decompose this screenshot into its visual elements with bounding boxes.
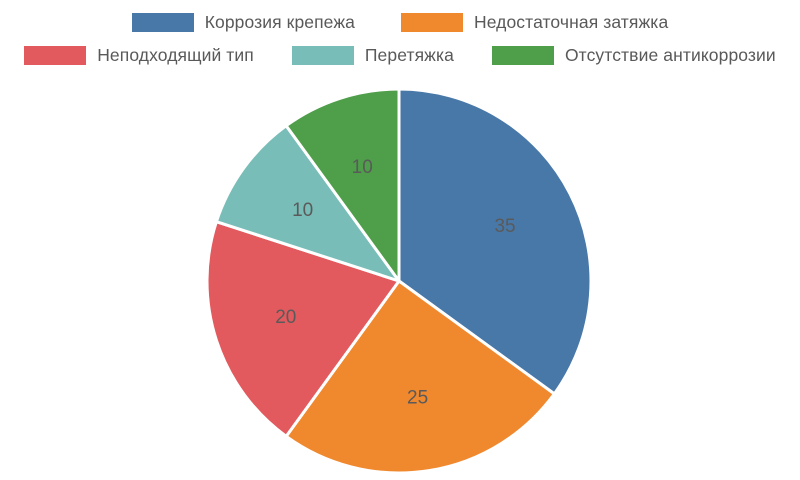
legend-swatch-icon <box>291 45 354 65</box>
pie-slice[interactable] <box>205 220 401 438</box>
pie-slice-value-label: 10 <box>292 200 313 221</box>
pie-slice-value-label: 20 <box>275 307 296 328</box>
legend-row-1: Коррозия крепежа Недостаточная затяжка <box>0 6 800 38</box>
legend-item-nedostatochnaya-zatyazhka[interactable]: Недостаточная затяжка <box>400 11 669 32</box>
legend-item-nepodhodyashchiy-tip[interactable]: Неподходящий тип <box>24 44 254 65</box>
pie-slices-group <box>205 87 593 475</box>
chart-legend: Коррозия крепежа Недостаточная затяжка Н… <box>0 6 800 72</box>
pie-slice[interactable] <box>397 87 593 396</box>
legend-swatch-icon <box>24 45 87 65</box>
pie-slice-value-label: 25 <box>407 388 428 409</box>
legend-item-otsutstvie-antikorrozii[interactable]: Отсутствие антикоррозии <box>491 44 776 65</box>
legend-swatch-icon <box>131 12 194 32</box>
legend-item-label: Отсутствие антикоррозии <box>564 44 776 65</box>
pie-slice-value-label: 35 <box>494 216 515 237</box>
legend-item-label: Недостаточная затяжка <box>473 11 669 32</box>
pie-slice-labels-group: 35 25 20 10 10 <box>275 157 515 409</box>
pie-slice[interactable] <box>214 124 401 283</box>
legend-swatch-icon <box>491 45 554 65</box>
legend-item-label: Неподходящий тип <box>97 44 254 65</box>
legend-row-2: Неподходящий тип Перетяжка Отсутствие ан… <box>0 38 800 72</box>
pie-slice[interactable] <box>284 279 556 475</box>
legend-item-peretyazhka[interactable]: Перетяжка <box>291 44 454 65</box>
legend-item-label: Перетяжка <box>364 44 454 65</box>
legend-swatch-icon <box>400 12 463 32</box>
legend-item-label: Коррозия крепежа <box>204 11 355 32</box>
pie-slice-value-label: 10 <box>352 157 373 178</box>
legend-item-korroziya-krepezha[interactable]: Коррозия крепежа <box>131 11 355 32</box>
pie-slice[interactable] <box>284 87 401 283</box>
